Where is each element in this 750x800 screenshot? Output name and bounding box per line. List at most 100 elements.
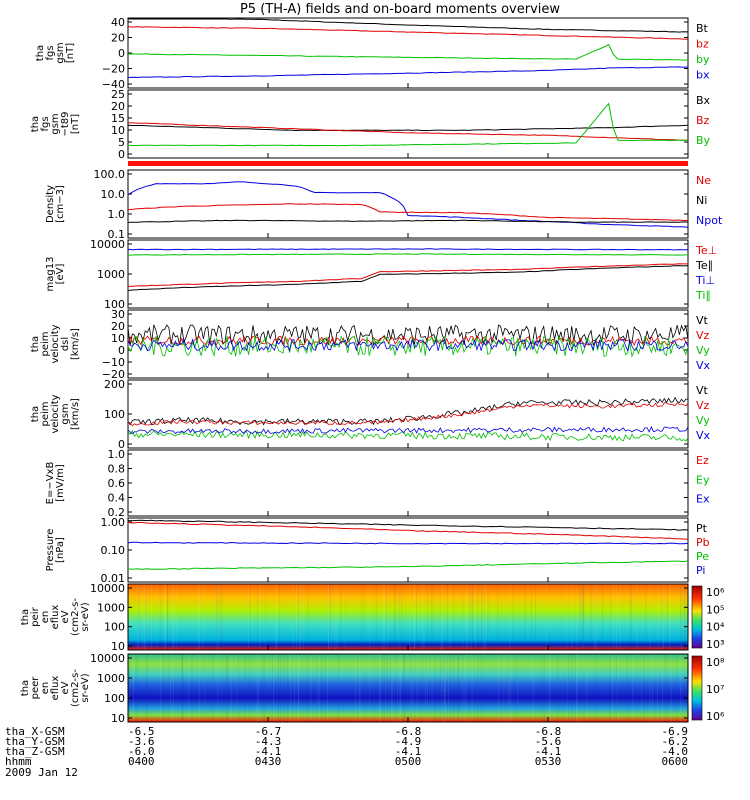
y-tick-label: −20 bbox=[102, 368, 125, 381]
legend-Ez: Ez bbox=[696, 454, 709, 467]
legend-Ey: Ey bbox=[696, 473, 710, 486]
y-tick-label: 5 bbox=[118, 136, 125, 149]
y-tick-label: 0 bbox=[118, 47, 125, 60]
series-Ti∥ bbox=[127, 253, 689, 256]
footer-label: tha_Z-GSM bbox=[5, 745, 65, 758]
y-tick-label: 0.1 bbox=[108, 228, 126, 241]
y-tick-label: 100 bbox=[104, 298, 125, 311]
colorbar-label: 10⁷ bbox=[706, 683, 724, 696]
colorbar-label: 10⁶ bbox=[706, 586, 725, 599]
y-axis-label-line: eV bbox=[60, 610, 71, 623]
colorbar-label: 10⁶ bbox=[706, 710, 725, 723]
legend-bx: bx bbox=[696, 69, 710, 82]
footer: tha_X-GSM -6.5 -6.7 -6.8 -6.8 -6.9 tha_Y-GSM -3… bbox=[5, 725, 688, 779]
series-Pt bbox=[127, 519, 689, 531]
y-axis-label-line: tha bbox=[30, 116, 41, 132]
series-Bz bbox=[127, 122, 688, 141]
y-axis-label-line: [eV] bbox=[55, 264, 66, 285]
y-axis-label-line: peim bbox=[40, 331, 51, 356]
y-axis-label-line: eflux bbox=[50, 676, 61, 701]
legend-Vy: Vy bbox=[696, 344, 710, 357]
y-tick-label: 15 bbox=[111, 112, 125, 125]
panel-density: 100.0 10.0 1.0 0.1 Density[cm−3] Ne Ni Npot bbox=[45, 168, 723, 241]
footer-value: -5.6 bbox=[535, 735, 562, 748]
legend-Vt: Vt bbox=[696, 384, 709, 397]
y-axis-label-line: tha bbox=[20, 680, 31, 696]
y-tick-label: 100.0 bbox=[94, 168, 126, 181]
spectrogram bbox=[128, 654, 688, 722]
legend-Ni: Ni bbox=[696, 194, 707, 207]
y-tick-label: 1.00 bbox=[101, 516, 126, 529]
series-by bbox=[127, 43, 689, 61]
footer-value: -4.9 bbox=[395, 735, 422, 748]
y-tick-label: 0.01 bbox=[101, 572, 126, 585]
panel-efield: 1.0 0.80.6 0.40.2 E=−VxB[mV/m] Ez Ey Ex bbox=[45, 448, 710, 519]
y-tick-label: 40 bbox=[111, 16, 125, 29]
y-axis-label-line: Density bbox=[45, 185, 56, 223]
series-Vz bbox=[127, 402, 689, 427]
legend-Vt: Vt bbox=[696, 314, 709, 327]
y-axis-label-line: −t89 bbox=[60, 111, 71, 136]
y-axis-label-line: velocity bbox=[50, 324, 61, 363]
y-axis-label-line: [mV/m] bbox=[55, 464, 66, 502]
y-axis-label-line: [km/s] bbox=[70, 328, 81, 360]
y-tick-label: 1000 bbox=[97, 268, 125, 281]
legend-by: by bbox=[696, 53, 710, 66]
legend-Pt: Pt bbox=[696, 522, 708, 535]
y-tick-label: 10000 bbox=[90, 582, 125, 595]
y-tick-label: 100 bbox=[104, 621, 125, 634]
y-axis-label-line: peer bbox=[30, 676, 41, 700]
footer-value: -4.1 bbox=[255, 745, 282, 758]
y-axis-label: E=−VxB[mV/m] bbox=[45, 462, 66, 505]
y-tick-label: 10 bbox=[111, 712, 125, 725]
footer-value: -4.1 bbox=[535, 745, 562, 758]
y-axis-label-line: sr-eV) bbox=[80, 602, 91, 631]
y-tick-label: 25 bbox=[111, 88, 125, 101]
y-axis-label-line: dsl bbox=[60, 337, 71, 351]
y-axis-label-line: (cm2-s- bbox=[70, 598, 81, 636]
series-Vx bbox=[127, 338, 689, 353]
y-axis-label: thapeirenefluxeV(cm2-s-sr-eV) bbox=[20, 598, 91, 636]
y-tick-label: 30 bbox=[111, 308, 125, 321]
y-tick-label: 0.6 bbox=[108, 477, 126, 490]
series-Ne bbox=[127, 203, 689, 222]
y-axis-label-line: sr-eV) bbox=[80, 673, 91, 702]
y-tick-label: 0.4 bbox=[108, 492, 126, 505]
spectrogram bbox=[128, 584, 688, 650]
y-axis-label-line: fgs bbox=[40, 116, 51, 131]
footer-value: -4.3 bbox=[255, 735, 282, 748]
y-axis-label-line: velocity bbox=[50, 394, 61, 433]
y-tick-label: 0 bbox=[118, 438, 125, 451]
y-tick-label: 100 bbox=[104, 408, 125, 421]
panel-frame bbox=[127, 169, 689, 239]
footer-value: 0400 bbox=[128, 755, 155, 768]
y-axis-label-line: tha bbox=[20, 609, 31, 625]
footer-value: -3.6 bbox=[128, 735, 155, 748]
colorbar bbox=[691, 585, 703, 649]
colorbar bbox=[691, 655, 703, 721]
footer-value: -6.2 bbox=[662, 735, 689, 748]
series-Pb bbox=[127, 521, 689, 540]
chart-title: P5 (TH-A) fields and on-board moments ov… bbox=[240, 2, 560, 17]
footer-value: -4.1 bbox=[395, 745, 422, 758]
series-Vx bbox=[127, 425, 689, 435]
legend-Pe: Pe bbox=[696, 550, 709, 563]
y-tick-label: 0 bbox=[118, 148, 125, 161]
y-tick-label: 10 bbox=[111, 332, 125, 345]
panels: 40200−20−40thafgsgsm[nT]Btbzbybx25201510… bbox=[20, 16, 725, 725]
legend-By: By bbox=[696, 134, 711, 147]
panel-frame bbox=[127, 379, 689, 449]
y-tick-label: 200 bbox=[104, 378, 125, 391]
y-axis-label-line: [cm−3] bbox=[55, 185, 66, 223]
series-Bx bbox=[127, 124, 689, 132]
footer-value: 0430 bbox=[255, 755, 282, 768]
y-axis-label: thapeimvelocitydsl[km/s] bbox=[30, 324, 81, 363]
legend-bz: bz bbox=[696, 38, 709, 51]
colorbar-label: 10⁴ bbox=[706, 621, 725, 634]
legend-Npot: Npot bbox=[696, 214, 723, 227]
y-axis-label-line: peir bbox=[30, 606, 41, 626]
series-Pi bbox=[127, 541, 689, 545]
